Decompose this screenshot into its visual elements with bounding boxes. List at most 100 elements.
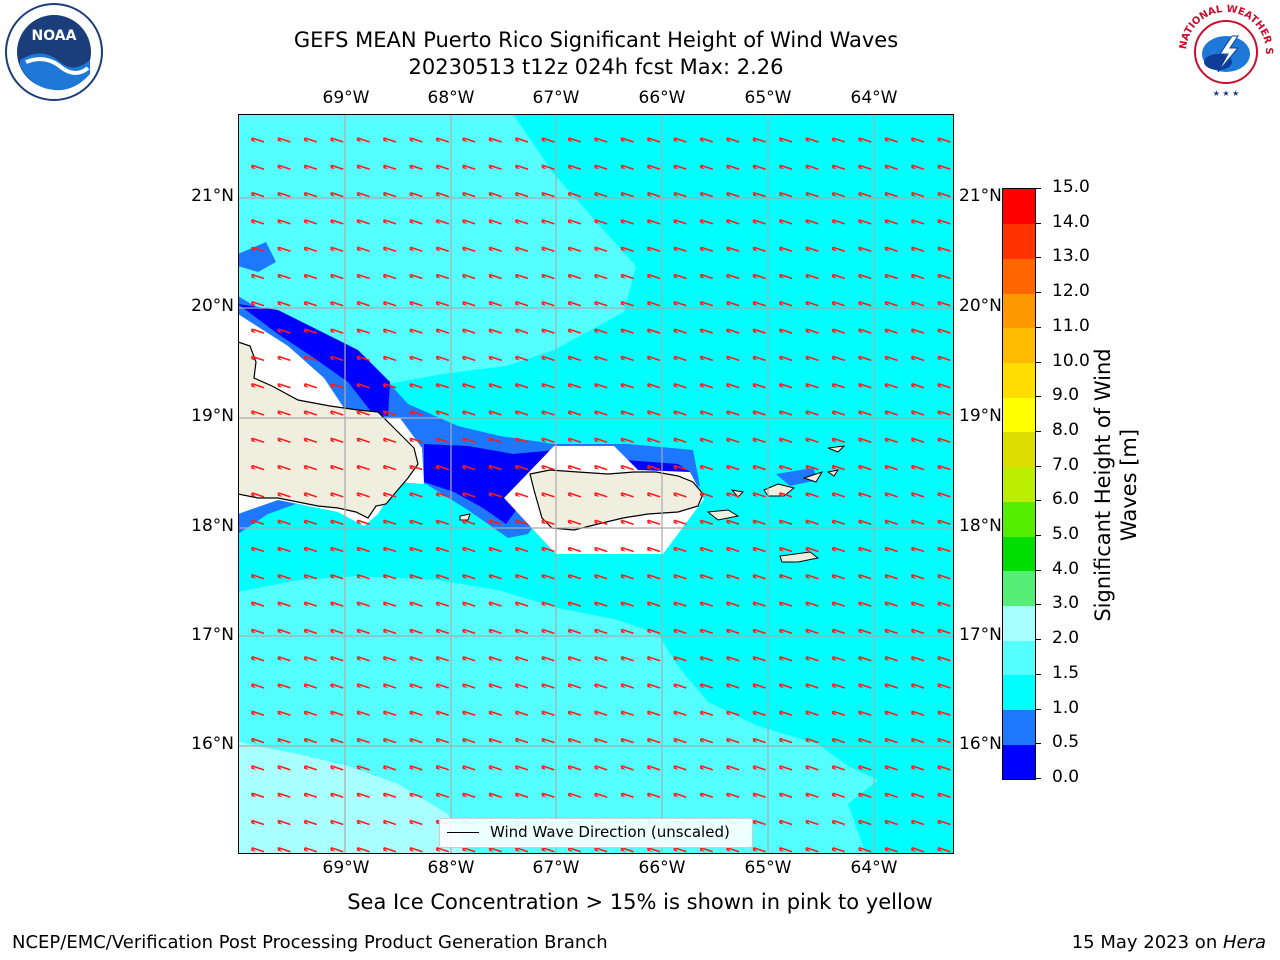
lon-label-bottom: 65°W — [744, 858, 792, 878]
swh-patch-0-5-1-0-east — [776, 468, 818, 486]
lat-label-right: 17°N — [959, 625, 1002, 645]
colorbar-segment — [1003, 362, 1035, 398]
colorbar-tick-mark — [1035, 708, 1041, 710]
colorbar-tick-label: 10.0 — [1052, 350, 1090, 371]
colorbar-tick-mark — [1035, 743, 1041, 745]
lon-label-top: 65°W — [744, 88, 792, 108]
colorbar-tick-label: 1.0 — [1052, 697, 1080, 718]
lon-label-bottom: 68°W — [427, 858, 475, 878]
lat-label-left: 18°N — [191, 516, 234, 536]
colorbar-tick-label: 15.0 — [1052, 177, 1090, 197]
colorbar-tick-label: 14.0 — [1052, 211, 1090, 232]
hispaniola-landmass — [238, 341, 419, 519]
map-gridlines — [238, 114, 954, 854]
colorbar-tick-label: 5.0 — [1052, 524, 1080, 545]
lon-label-top: 68°W — [427, 88, 475, 108]
colorbar-tick-label: 8.0 — [1052, 419, 1080, 440]
vieques-island — [706, 509, 740, 521]
colorbar-tick-label: 0.5 — [1052, 732, 1080, 753]
footer-date-text: 15 May 2023 on — [1071, 932, 1223, 953]
lat-label-right: 19°N — [959, 406, 1002, 426]
colorbar-tick-label: 2.0 — [1052, 628, 1080, 649]
colorbar-tick-mark — [1035, 257, 1041, 259]
colorbar-segment — [1003, 605, 1035, 641]
footer-host: Hera — [1222, 932, 1266, 953]
anegada-island — [827, 445, 846, 453]
colorbar-tick-mark — [1035, 604, 1041, 606]
svg-text:★ ★ ★: ★ ★ ★ — [1213, 89, 1240, 98]
colorbar-segment — [1003, 189, 1035, 225]
map-panel — [238, 114, 954, 854]
lon-label-top: 64°W — [850, 88, 898, 108]
colorbar-tick-label: 3.0 — [1052, 593, 1080, 614]
lon-label-top: 69°W — [322, 88, 370, 108]
lat-label-left: 17°N — [191, 625, 234, 645]
culebra-island — [730, 489, 745, 498]
lat-label-right: 16°N — [959, 734, 1002, 754]
colorbar-tick-label: 4.0 — [1052, 558, 1080, 579]
chart-title-line2: 20230513 t12z 024h fcst Max: 2.26 — [408, 55, 784, 79]
legend-line-sample — [447, 832, 479, 833]
lat-label-right: 21°N — [959, 186, 1002, 206]
legend-label: Wind Wave Direction (unscaled) — [490, 823, 730, 841]
chart-title-line1: GEFS MEAN Puerto Rico Significant Height… — [293, 28, 899, 52]
virgin-islands-tortola — [802, 471, 824, 483]
map-legend: Wind Wave Direction (unscaled) — [439, 818, 753, 848]
colorbar-segment — [1003, 674, 1035, 711]
mona-island — [459, 513, 471, 521]
colorbar-tick-label: 0.0 — [1052, 767, 1080, 787]
swh-patch-0-5-1-0 — [238, 242, 276, 272]
lat-label-left: 19°N — [191, 406, 234, 426]
colorbar-tick-label: 9.0 — [1052, 385, 1080, 406]
colorbar-tick-label: 7.0 — [1052, 454, 1080, 475]
colorbar-tick-mark — [1035, 430, 1041, 432]
colorbar-tick-label: 11.0 — [1052, 315, 1090, 336]
colorbar-segment — [1003, 293, 1035, 329]
virgin-islands-st-thomas — [763, 483, 796, 497]
footer-credit: NCEP/EMC/Verification Post Processing Pr… — [12, 932, 608, 953]
colorbar-segment — [1003, 744, 1035, 779]
virgin-gorda-island — [826, 469, 840, 477]
colorbar-tick-mark — [1035, 292, 1041, 294]
lon-label-bottom: 64°W — [850, 858, 898, 878]
lon-label-top: 67°W — [532, 88, 580, 108]
colorbar-tick-label: 1.5 — [1052, 662, 1080, 683]
colorbar-tick-mark — [1035, 535, 1041, 537]
colorbar-segment — [1003, 501, 1035, 537]
nws-logo: NATIONAL WEATHER SERVICE ★ ★ ★ — [1172, 0, 1276, 102]
colorbar-segment — [1003, 466, 1035, 502]
colorbar-segment — [1003, 223, 1035, 259]
sea-ice-note: Sea Ice Concentration > 15% is shown in … — [347, 890, 933, 914]
lat-label-left: 21°N — [191, 186, 234, 206]
lon-label-bottom: 67°W — [532, 858, 580, 878]
colorbar-tick-mark — [1035, 639, 1041, 641]
colorbar-tick-mark — [1035, 188, 1041, 189]
colorbar-tick-mark — [1035, 778, 1041, 779]
colorbar-segment — [1003, 536, 1035, 572]
lat-label-right: 20°N — [959, 296, 1002, 316]
colorbar-label: Significant Height of Wind Waves [m] — [1091, 348, 1141, 622]
lat-label-right: 18°N — [959, 516, 1002, 536]
puerto-rico-landmass — [529, 469, 704, 531]
swh-band-0-0-5-north — [238, 304, 390, 416]
colorbar-segment — [1003, 258, 1035, 294]
colorbar-segment — [1003, 640, 1035, 676]
colorbar-tick-label: 6.0 — [1052, 489, 1080, 510]
colorbar-tick-mark — [1035, 673, 1041, 675]
colorbar-tick-mark — [1035, 326, 1041, 328]
colorbar-segment — [1003, 570, 1035, 606]
noaa-logo-text: NOAA — [32, 28, 77, 44]
footer-date: 15 May 2023 on Hera — [1072, 932, 1266, 953]
swh-band-0-0-5-mona — [424, 444, 556, 524]
colorbar — [1002, 188, 1036, 780]
st-croix-island — [779, 551, 820, 563]
colorbar-tick-label: 12.0 — [1052, 281, 1090, 302]
lon-label-top: 66°W — [638, 88, 686, 108]
lon-label-bottom: 66°W — [638, 858, 686, 878]
colorbar-tick-mark — [1035, 396, 1041, 398]
lon-label-bottom: 69°W — [322, 858, 370, 878]
colorbar-segment — [1003, 431, 1035, 468]
swh-band-2-0-3-0 — [238, 742, 468, 854]
colorbar-tick-mark — [1035, 500, 1041, 502]
colorbar-segment — [1003, 709, 1035, 745]
